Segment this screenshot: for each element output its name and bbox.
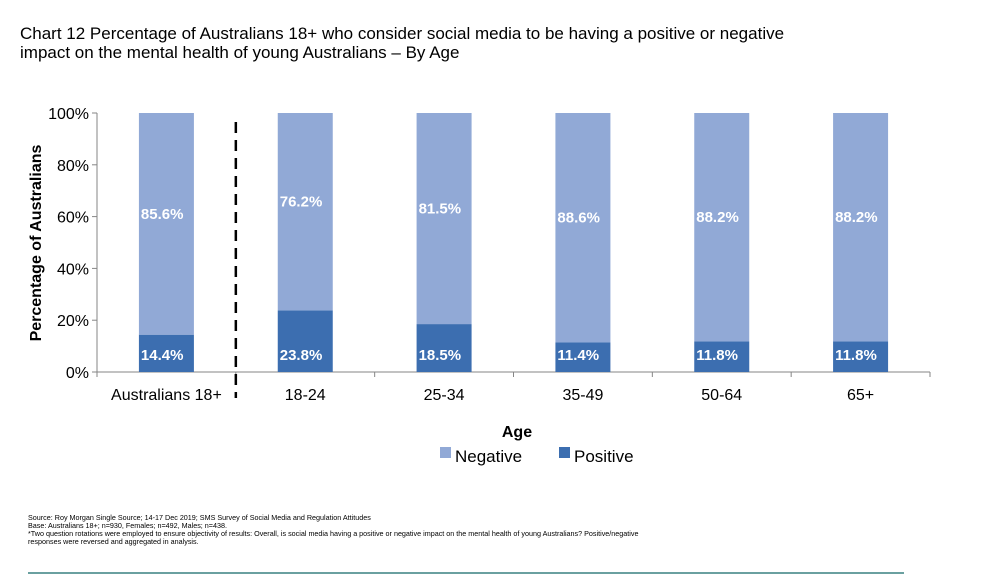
bar-negative <box>555 113 611 343</box>
legend-label-negative: Negative <box>455 447 522 466</box>
legend-swatch-negative <box>440 447 451 458</box>
data-label-negative: 85.6% <box>141 206 184 223</box>
bar-positive <box>277 310 333 372</box>
bar-negative <box>277 113 333 311</box>
data-label-negative: 88.6% <box>557 210 600 227</box>
data-label-negative: 88.2% <box>696 209 739 226</box>
data-label-negative: 81.5% <box>419 201 462 218</box>
data-label-negative: 88.2% <box>835 209 878 226</box>
data-label-positive: 11.8% <box>696 347 738 364</box>
x-category-label: Australians 18+ <box>111 387 222 404</box>
legend-swatch-positive <box>559 447 570 458</box>
bar-positive <box>138 334 194 372</box>
bottom-divider <box>28 572 904 574</box>
x-category-label: 25-34 <box>424 387 465 404</box>
title-line-2: impact on the mental health of young Aus… <box>20 43 460 62</box>
x-category-label: 65+ <box>847 387 874 404</box>
data-label-negative: 76.2% <box>280 194 323 211</box>
data-label-positive: 11.4% <box>557 347 599 364</box>
data-label-positive: 14.4% <box>141 347 184 364</box>
data-label-positive: 18.5% <box>419 347 462 364</box>
data-label-positive: 11.8% <box>835 347 877 364</box>
y-tick-label: 60% <box>57 210 89 227</box>
y-axis-title: Percentage of Australians <box>28 145 45 342</box>
source-footnote: Source: Roy Morgan Single Source; 14-17 … <box>28 514 928 546</box>
data-label-positive: 23.8% <box>280 347 323 364</box>
y-tick-label: 100% <box>48 106 89 123</box>
x-axis-title: Age <box>502 424 532 441</box>
footnote-line-3: *Two question rotations were employed to… <box>28 529 639 538</box>
footnote-line-2: Base: Australians 18+; n=930, Females; n… <box>28 521 227 530</box>
y-tick-label: 20% <box>57 313 89 330</box>
y-tick-label: 0% <box>66 365 89 382</box>
legend-label-positive: Positive <box>574 447 634 466</box>
bar-positive <box>833 341 889 372</box>
title-line-1: Chart 12 Percentage of Australians 18+ w… <box>20 24 785 43</box>
bar-negative <box>694 113 750 342</box>
y-tick-label: 40% <box>57 261 89 278</box>
bar-positive <box>694 341 750 372</box>
bar-negative <box>416 113 472 325</box>
footnote-line-1: Source: Roy Morgan Single Source; 14-17 … <box>28 513 371 522</box>
x-category-label: 35-49 <box>562 387 603 404</box>
bar-negative <box>833 113 889 342</box>
footnote-line-4: responses were reversed and aggregated i… <box>28 537 199 546</box>
y-tick-label: 80% <box>57 158 89 175</box>
bar-positive <box>416 324 472 372</box>
x-category-label: 18-24 <box>285 387 326 404</box>
x-category-label: 50-64 <box>701 387 742 404</box>
chart-title: Chart 12 Percentage of Australians 18+ w… <box>20 24 960 62</box>
bar-negative <box>138 113 194 335</box>
bar-positive <box>555 342 611 372</box>
